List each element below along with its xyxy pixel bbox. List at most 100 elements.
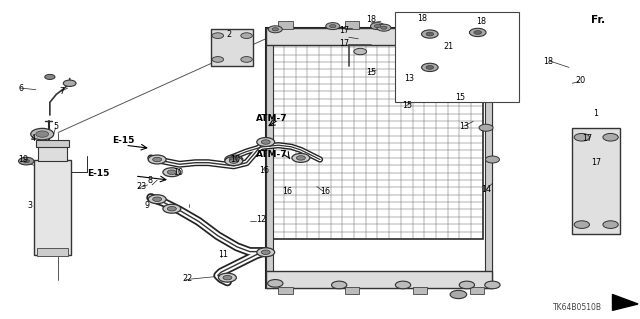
Circle shape [354, 48, 367, 55]
Circle shape [218, 273, 236, 282]
Circle shape [374, 25, 381, 28]
Text: 23: 23 [136, 182, 146, 191]
Circle shape [332, 281, 347, 289]
Text: 20: 20 [575, 76, 586, 85]
Text: 6: 6 [19, 84, 24, 93]
Circle shape [574, 221, 589, 228]
Circle shape [474, 31, 481, 34]
Circle shape [212, 56, 223, 62]
Bar [266, 28, 492, 288]
Circle shape [148, 195, 166, 204]
Polygon shape [612, 294, 638, 310]
Circle shape [381, 26, 387, 29]
Bar [345, 286, 359, 294]
Text: 10: 10 [173, 168, 183, 177]
Circle shape [168, 206, 176, 211]
Circle shape [479, 51, 493, 58]
Circle shape [268, 26, 282, 33]
Text: 15: 15 [402, 101, 412, 110]
Text: 16: 16 [320, 187, 330, 196]
Bar [38, 145, 67, 161]
Circle shape [19, 157, 34, 165]
Circle shape [45, 74, 55, 79]
Circle shape [241, 56, 252, 62]
Bar [266, 28, 273, 288]
Text: 13: 13 [404, 74, 414, 83]
Bar [345, 21, 359, 29]
Bar [266, 271, 492, 288]
Bar [211, 29, 253, 66]
Circle shape [469, 28, 486, 37]
Circle shape [422, 30, 438, 38]
Circle shape [261, 140, 270, 144]
Text: 2: 2 [227, 30, 232, 39]
Circle shape [426, 65, 434, 69]
Text: 15: 15 [366, 68, 376, 77]
Text: 18: 18 [543, 56, 554, 65]
Text: Fr.: Fr. [591, 15, 605, 25]
Text: 11: 11 [218, 250, 228, 259]
Bar [413, 286, 427, 294]
Text: TK64B0510B: TK64B0510B [553, 303, 602, 312]
Circle shape [268, 279, 283, 287]
Circle shape [225, 155, 243, 164]
Text: 10: 10 [230, 155, 241, 164]
Text: 4: 4 [31, 134, 36, 143]
Circle shape [223, 275, 232, 280]
Circle shape [229, 159, 238, 163]
Text: 17: 17 [339, 39, 349, 48]
Circle shape [153, 197, 162, 201]
Circle shape [36, 131, 49, 137]
Circle shape [422, 63, 438, 71]
Bar [572, 128, 620, 234]
Circle shape [479, 93, 493, 100]
Text: 18: 18 [476, 17, 486, 26]
Text: E-15: E-15 [113, 136, 135, 145]
Circle shape [153, 157, 162, 162]
Circle shape [163, 204, 180, 213]
Circle shape [148, 155, 166, 164]
Bar [272, 33, 483, 239]
Bar [413, 21, 427, 29]
Bar [37, 249, 68, 256]
Circle shape [23, 160, 29, 163]
Bar [278, 286, 292, 294]
Text: ATM-7: ATM-7 [256, 150, 288, 159]
Text: 21: 21 [444, 42, 453, 51]
Text: 5: 5 [54, 122, 59, 131]
Circle shape [257, 137, 275, 146]
Circle shape [371, 23, 385, 30]
Circle shape [326, 23, 340, 30]
Bar [470, 21, 484, 29]
Circle shape [292, 153, 310, 162]
Text: 18: 18 [366, 15, 376, 24]
Bar [36, 140, 69, 147]
Text: 18: 18 [417, 14, 427, 23]
Text: 17: 17 [591, 158, 602, 167]
Text: 15: 15 [456, 93, 465, 102]
Bar [34, 160, 71, 255]
Circle shape [460, 281, 474, 289]
Text: 17: 17 [339, 26, 349, 35]
Text: 8: 8 [148, 176, 152, 185]
Text: 22: 22 [182, 274, 193, 283]
Bar [278, 21, 292, 29]
Text: 12: 12 [256, 215, 266, 224]
Circle shape [377, 24, 391, 31]
Text: ATM-7: ATM-7 [256, 114, 288, 123]
Circle shape [31, 128, 54, 140]
Circle shape [574, 133, 589, 141]
Circle shape [450, 290, 467, 299]
Circle shape [163, 168, 180, 177]
Circle shape [272, 28, 278, 31]
Bar [470, 286, 484, 294]
Circle shape [330, 25, 336, 28]
Circle shape [63, 80, 76, 86]
Circle shape [229, 157, 238, 162]
Circle shape [257, 248, 275, 257]
Text: 9: 9 [145, 201, 150, 210]
Bar [266, 28, 492, 45]
Circle shape [431, 61, 444, 67]
Text: 7: 7 [60, 87, 65, 96]
Text: 16: 16 [282, 187, 292, 196]
